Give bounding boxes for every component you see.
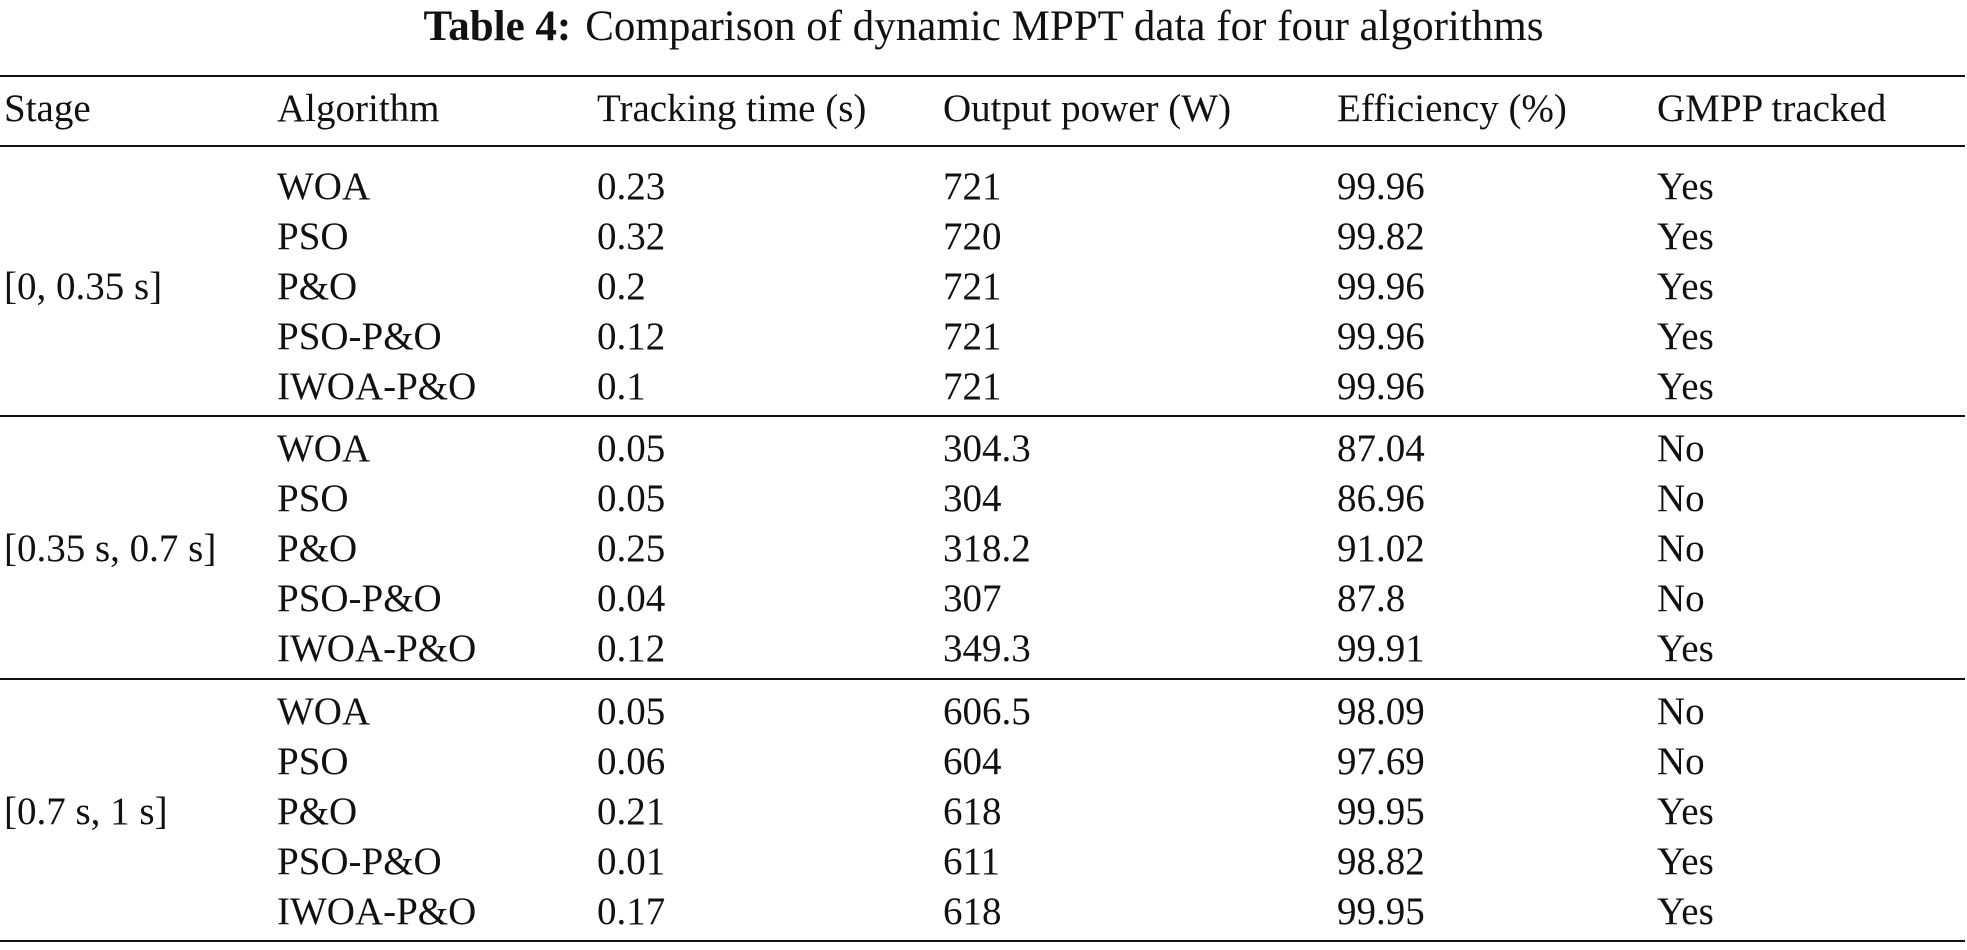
table-cell-efficiency: 97.69 [1337, 740, 1425, 783]
table-cell-efficiency: 87.04 [1337, 427, 1425, 470]
table-cell-efficiency: 99.96 [1337, 365, 1425, 408]
table-cell-algorithm: IWOA-P&O [277, 627, 477, 670]
table-cell-gmpp-tracked: No [1657, 690, 1705, 733]
table-cell-output-power: 604 [943, 740, 1002, 783]
table-cell-algorithm: PSO-P&O [277, 840, 442, 883]
table-rule [0, 678, 1965, 680]
stage-label: [0.35 s, 0.7 s] [4, 527, 217, 570]
table-cell-algorithm: IWOA-P&O [277, 365, 477, 408]
table-caption-label: Table 4: [423, 3, 572, 50]
table-cell-efficiency: 99.91 [1337, 627, 1425, 670]
table-cell-output-power: 721 [943, 165, 1002, 208]
table-cell-efficiency: 98.82 [1337, 840, 1425, 883]
table-cell-output-power: 721 [943, 365, 1002, 408]
table-rule [0, 940, 1965, 942]
table-cell-algorithm: PSO [277, 477, 349, 520]
column-header-gmpp-tracked: GMPP tracked [1657, 87, 1887, 130]
table-cell-tracking-time: 0.04 [597, 577, 666, 620]
column-header-output-power: Output power (W) [943, 87, 1232, 130]
table-rule [0, 145, 1965, 147]
column-header-tracking-time: Tracking time (s) [597, 87, 867, 130]
table-cell-gmpp-tracked: Yes [1657, 315, 1714, 358]
table-cell-output-power: 606.5 [943, 690, 1031, 733]
table-cell-tracking-time: 0.05 [597, 690, 666, 733]
table-cell-efficiency: 99.96 [1337, 315, 1425, 358]
table-cell-tracking-time: 0.23 [597, 165, 666, 208]
table-cell-output-power: 720 [943, 215, 1002, 258]
table-cell-efficiency: 98.09 [1337, 690, 1425, 733]
table-cell-output-power: 307 [943, 577, 1002, 620]
table-cell-efficiency: 99.95 [1337, 790, 1425, 833]
table-cell-tracking-time: 0.21 [597, 790, 666, 833]
table-cell-tracking-time: 0.1 [597, 365, 646, 408]
table-cell-output-power: 304.3 [943, 427, 1031, 470]
table-rule [0, 415, 1965, 417]
table-cell-algorithm: P&O [277, 265, 358, 308]
table-cell-output-power: 618 [943, 790, 1002, 833]
table-cell-efficiency: 99.96 [1337, 265, 1425, 308]
table-cell-gmpp-tracked: No [1657, 427, 1705, 470]
table-cell-algorithm: PSO-P&O [277, 577, 442, 620]
table-cell-tracking-time: 0.25 [597, 527, 666, 570]
table-cell-tracking-time: 0.12 [597, 627, 666, 670]
table-cell-output-power: 304 [943, 477, 1002, 520]
table-cell-gmpp-tracked: Yes [1657, 890, 1714, 933]
table-cell-efficiency: 99.82 [1337, 215, 1425, 258]
table-cell-efficiency: 99.96 [1337, 165, 1425, 208]
table-cell-output-power: 611 [943, 840, 1001, 883]
table-cell-gmpp-tracked: No [1657, 740, 1705, 783]
table-cell-output-power: 721 [943, 265, 1002, 308]
table-cell-output-power: 618 [943, 890, 1002, 933]
table-cell-tracking-time: 0.17 [597, 890, 666, 933]
table-cell-algorithm: PSO [277, 215, 349, 258]
table-cell-output-power: 318.2 [943, 527, 1031, 570]
table-cell-tracking-time: 0.06 [597, 740, 666, 783]
table-cell-algorithm: PSO [277, 740, 349, 783]
table-cell-gmpp-tracked: Yes [1657, 215, 1714, 258]
table-cell-gmpp-tracked: Yes [1657, 165, 1714, 208]
table-cell-algorithm: PSO-P&O [277, 315, 442, 358]
table-cell-algorithm: WOA [277, 690, 371, 733]
table-cell-output-power: 349.3 [943, 627, 1031, 670]
table-caption: Table 4: Comparison of dynamic MPPT data … [0, 2, 1967, 52]
table-cell-algorithm: WOA [277, 165, 371, 208]
table-rule [0, 75, 1965, 77]
column-header-stage: Stage [4, 87, 91, 130]
table-cell-tracking-time: 0.32 [597, 215, 666, 258]
table-cell-algorithm: IWOA-P&O [277, 890, 477, 933]
table-cell-gmpp-tracked: Yes [1657, 365, 1714, 408]
table-caption-text: Comparison of dynamic MPPT data for four… [585, 3, 1544, 50]
table-cell-efficiency: 87.8 [1337, 577, 1406, 620]
table-cell-efficiency: 99.95 [1337, 890, 1425, 933]
table-cell-gmpp-tracked: Yes [1657, 840, 1714, 883]
table-cell-gmpp-tracked: Yes [1657, 790, 1714, 833]
column-header-algorithm: Algorithm [277, 87, 440, 130]
table-cell-efficiency: 91.02 [1337, 527, 1425, 570]
table-cell-gmpp-tracked: Yes [1657, 627, 1714, 670]
table-cell-tracking-time: 0.2 [597, 265, 646, 308]
table-cell-gmpp-tracked: Yes [1657, 265, 1714, 308]
stage-label: [0.7 s, 1 s] [4, 790, 168, 833]
column-header-efficiency: Efficiency (%) [1337, 87, 1567, 130]
table-cell-output-power: 721 [943, 315, 1002, 358]
table-cell-tracking-time: 0.12 [597, 315, 666, 358]
table-cell-tracking-time: 0.05 [597, 477, 666, 520]
table-cell-tracking-time: 0.01 [597, 840, 666, 883]
table-cell-algorithm: P&O [277, 527, 358, 570]
table-cell-gmpp-tracked: No [1657, 577, 1705, 620]
table-cell-gmpp-tracked: No [1657, 527, 1705, 570]
table-cell-efficiency: 86.96 [1337, 477, 1425, 520]
stage-label: [0, 0.35 s] [4, 265, 163, 308]
table-cell-algorithm: P&O [277, 790, 358, 833]
table-cell-algorithm: WOA [277, 427, 371, 470]
table-cell-tracking-time: 0.05 [597, 427, 666, 470]
table-cell-gmpp-tracked: No [1657, 477, 1705, 520]
